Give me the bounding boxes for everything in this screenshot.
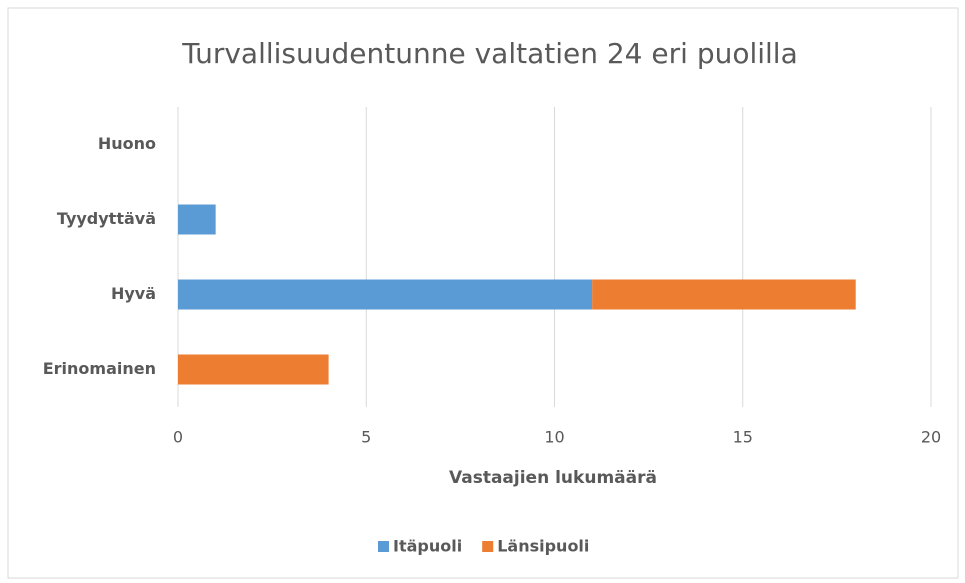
x-tick-label: 5 (361, 428, 371, 447)
bar (178, 354, 329, 385)
legend-swatch (378, 541, 389, 552)
bar (178, 204, 216, 235)
bar (592, 279, 856, 310)
x-tick-label: 20 (921, 428, 941, 447)
x-tick-label: 0 (173, 428, 183, 447)
chart-title: Turvallisuudentunne valtatien 24 eri puo… (181, 37, 798, 70)
y-tick-label: Erinomainen (43, 359, 156, 378)
y-tick-label: Hyvä (111, 284, 156, 303)
legend-swatch (482, 541, 494, 552)
y-tick-label: Huono (98, 134, 156, 153)
legend-label: Länsipuoli (497, 537, 589, 556)
x-axis-label: Vastaajien lukumäärä (449, 468, 657, 488)
y-tick-label: Tyydyttävä (57, 209, 156, 228)
bar (178, 279, 593, 310)
x-tick-label: 10 (544, 428, 564, 447)
x-tick-label: 15 (733, 428, 753, 447)
legend-label: Itäpuoli (393, 537, 462, 556)
